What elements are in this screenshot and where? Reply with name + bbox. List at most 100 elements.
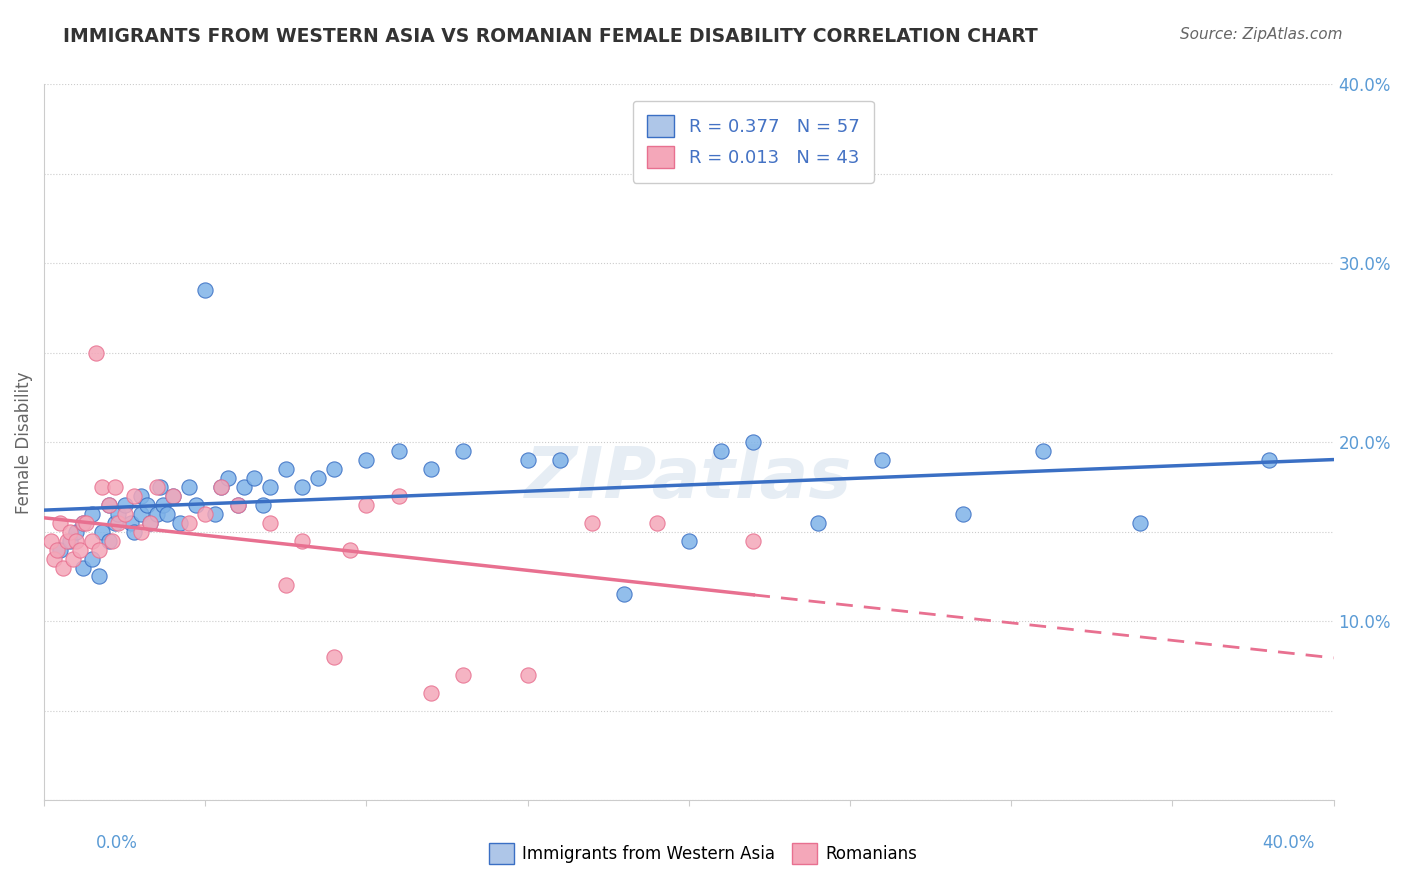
Text: 0.0%: 0.0% xyxy=(96,834,138,852)
Point xyxy=(146,507,169,521)
Point xyxy=(104,480,127,494)
Point xyxy=(1032,444,1054,458)
Point xyxy=(242,471,264,485)
Point xyxy=(233,480,256,494)
Legend: R = 0.377   N = 57, R = 0.013   N = 43: R = 0.377 N = 57, R = 0.013 N = 43 xyxy=(633,101,875,183)
Point xyxy=(274,462,297,476)
Point xyxy=(291,480,314,494)
Text: IMMIGRANTS FROM WESTERN ASIA VS ROMANIAN FEMALE DISABILITY CORRELATION CHART: IMMIGRANTS FROM WESTERN ASIA VS ROMANIAN… xyxy=(63,27,1038,45)
Point xyxy=(139,516,162,530)
Point xyxy=(169,516,191,530)
Point xyxy=(55,533,77,548)
Point xyxy=(226,498,249,512)
Text: Source: ZipAtlas.com: Source: ZipAtlas.com xyxy=(1180,27,1343,42)
Point xyxy=(114,507,136,521)
Point xyxy=(62,551,84,566)
Text: ZIPatlas: ZIPatlas xyxy=(526,443,852,513)
Point xyxy=(209,480,232,494)
Point xyxy=(259,480,281,494)
Point xyxy=(742,533,765,548)
Point xyxy=(156,507,179,521)
Point xyxy=(72,516,94,530)
Point xyxy=(149,480,172,494)
Point xyxy=(184,498,207,512)
Point xyxy=(259,516,281,530)
Point xyxy=(97,533,120,548)
Point xyxy=(339,542,361,557)
Point xyxy=(87,569,110,583)
Point xyxy=(388,444,411,458)
Point xyxy=(179,516,201,530)
Point xyxy=(226,498,249,512)
Point xyxy=(69,542,91,557)
Point xyxy=(97,498,120,512)
Point xyxy=(204,507,226,521)
Point xyxy=(807,516,830,530)
Point xyxy=(1129,516,1152,530)
Point xyxy=(356,453,378,467)
Point xyxy=(104,516,127,530)
Point xyxy=(307,471,329,485)
Text: 40.0%: 40.0% xyxy=(1263,834,1315,852)
Y-axis label: Female Disability: Female Disability xyxy=(15,371,32,514)
Point xyxy=(356,498,378,512)
Point xyxy=(91,524,114,539)
Point xyxy=(129,489,152,503)
Point xyxy=(65,524,87,539)
Point xyxy=(136,498,159,512)
Point xyxy=(120,516,142,530)
Point xyxy=(46,542,69,557)
Point xyxy=(107,507,129,521)
Point xyxy=(129,524,152,539)
Point xyxy=(420,686,443,700)
Point xyxy=(952,507,974,521)
Point xyxy=(124,524,146,539)
Point xyxy=(152,498,174,512)
Point xyxy=(129,507,152,521)
Point xyxy=(59,533,82,548)
Point xyxy=(72,516,94,530)
Point xyxy=(49,542,72,557)
Point xyxy=(710,444,733,458)
Point xyxy=(613,587,636,601)
Point xyxy=(82,507,104,521)
Point xyxy=(872,453,894,467)
Point xyxy=(194,283,217,297)
Point xyxy=(252,498,274,512)
Point xyxy=(72,560,94,574)
Point xyxy=(645,516,668,530)
Point xyxy=(101,533,124,548)
Point xyxy=(451,668,474,682)
Point xyxy=(323,462,346,476)
Point xyxy=(146,480,169,494)
Point xyxy=(97,498,120,512)
Point xyxy=(516,453,538,467)
Point xyxy=(420,462,443,476)
Point xyxy=(162,489,184,503)
Point xyxy=(274,578,297,592)
Point xyxy=(82,551,104,566)
Point xyxy=(451,444,474,458)
Point xyxy=(323,649,346,664)
Point xyxy=(84,346,107,360)
Point xyxy=(39,533,62,548)
Point xyxy=(209,480,232,494)
Point xyxy=(678,533,700,548)
Point xyxy=(179,480,201,494)
Point xyxy=(548,453,571,467)
Point xyxy=(75,516,97,530)
Point xyxy=(124,489,146,503)
Point xyxy=(139,516,162,530)
Point xyxy=(742,435,765,450)
Point xyxy=(107,516,129,530)
Point xyxy=(1258,453,1281,467)
Point xyxy=(42,551,65,566)
Legend: Immigrants from Western Asia, Romanians: Immigrants from Western Asia, Romanians xyxy=(482,837,924,871)
Point xyxy=(87,542,110,557)
Point xyxy=(217,471,239,485)
Point xyxy=(91,480,114,494)
Point xyxy=(65,533,87,548)
Point xyxy=(388,489,411,503)
Point xyxy=(82,533,104,548)
Point xyxy=(516,668,538,682)
